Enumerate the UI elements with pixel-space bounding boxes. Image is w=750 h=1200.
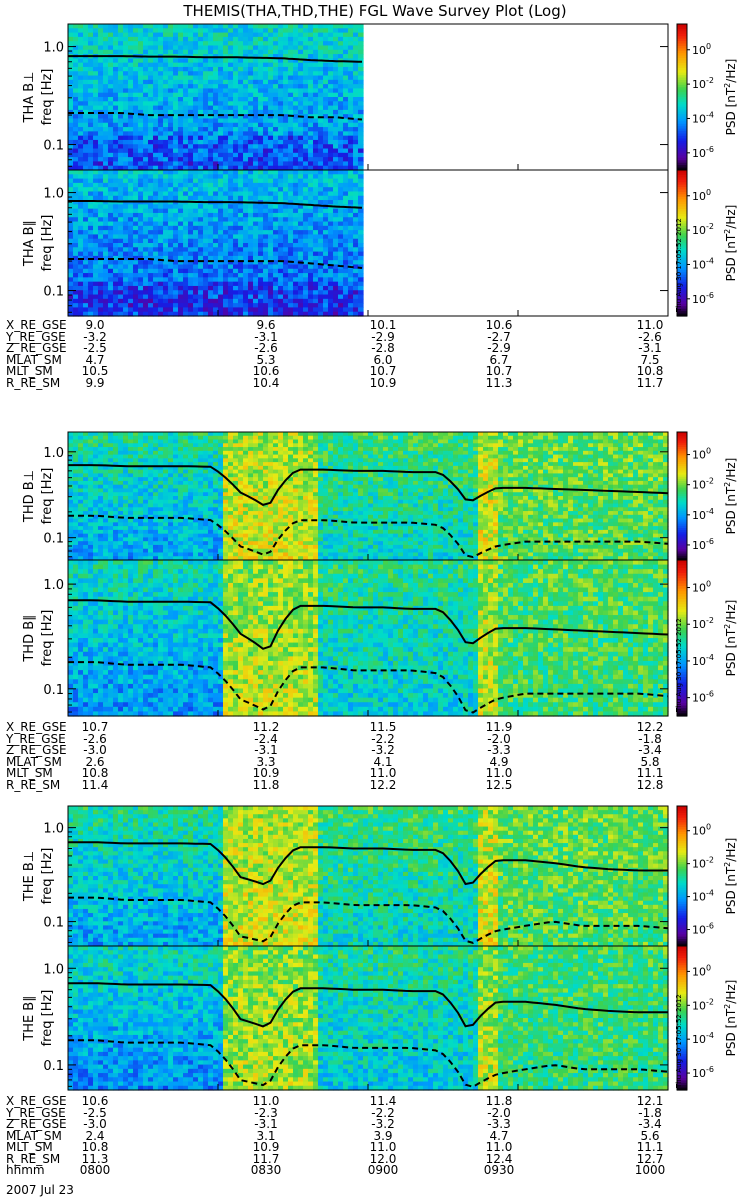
colorbar: 100 10-2 10-4 10-6 PSD [nT2/Hz]: [677, 560, 738, 717]
freq-tick-label: 0.1: [43, 683, 64, 698]
freq-axis-label: freq [Hz]: [40, 610, 55, 667]
colorbar-tick-label: 100: [692, 580, 711, 595]
colorbar: 100 10-2 10-4 10-6 PSD [nT2/Hz]: [677, 24, 738, 171]
colorbar-tick-label: 10-2: [692, 76, 714, 91]
orbit-row-label: R_RE_SM: [6, 378, 60, 389]
freq-tick-label: 1.0: [43, 187, 64, 202]
freq-tick-label: 0.1: [43, 1059, 64, 1074]
colorbar-tick-label: 10-6: [692, 922, 714, 937]
orbit-value: 12.8: [637, 780, 664, 791]
timestamp-thd: Thu Aug 30 17:05:52 2012: [675, 618, 683, 712]
colorbar: 100 10-2 10-4 10-6 PSD [nT2/Hz]: [677, 170, 738, 317]
colorbar: 100 10-2 10-4 10-6 PSD [nT2/Hz]: [677, 946, 738, 1091]
colorbar: 100 10-2 10-4 10-6 PSD [nT2/Hz]: [677, 806, 738, 947]
freq-axis-label: freq [Hz]: [40, 215, 55, 272]
panel-label: THA B⊥: [22, 72, 37, 124]
colorbar-tick-label: 10-6: [692, 690, 714, 705]
orbit-row-label: hhmm: [6, 1165, 45, 1176]
colorbar-tick-label: 10-6: [692, 1065, 714, 1080]
freq-tick-label: 0.1: [43, 139, 64, 154]
orbit-value: 11.8: [253, 780, 280, 791]
timestamp-tha: Thu Aug 30 17:05:52 2012: [675, 218, 683, 312]
freq-tick-label: 0.1: [43, 916, 64, 931]
colorbar-tick-label: 10-2: [692, 477, 714, 492]
orbit-value: 12.2: [370, 780, 397, 791]
freq-tick-label: 0.1: [43, 532, 64, 547]
colorbar-label: PSD [nT2/Hz]: [723, 59, 738, 136]
timestamp-the: Thu Aug 30 17:05:52 2012: [675, 994, 683, 1088]
freq-tick-label: 1.0: [43, 822, 64, 837]
colorbar-tick-label: 10-6: [692, 145, 714, 160]
spectrogram-panel-tha-bperp: 1.0 0.1 THA B⊥ freq [Hz] 100 10-2 10-4 10-6 PSD …: [22, 24, 738, 171]
colorbar-label: PSD [nT2/Hz]: [723, 600, 738, 677]
colorbar-tick-label: 100: [692, 447, 711, 462]
colorbar-label: PSD [nT2/Hz]: [723, 980, 738, 1057]
orbit-value: 0930: [484, 1165, 515, 1176]
orbit-value: 1000: [635, 1165, 666, 1176]
colorbar: 100 10-2 10-4 10-6 PSD [nT2/Hz]: [677, 432, 738, 561]
colorbar-tick-label: 10-2: [692, 616, 714, 631]
freq-axis-label: freq [Hz]: [40, 848, 55, 905]
orbit-value: 0900: [368, 1165, 399, 1176]
freq-axis-label: freq [Hz]: [40, 990, 55, 1047]
panel-label: THD B⊥: [22, 470, 37, 523]
colorbar-tick-label: 100: [692, 188, 711, 203]
freq-tick-label: 1.0: [43, 446, 64, 461]
orbit-value: 9.9: [85, 378, 104, 389]
panel-label: THE B∥: [22, 995, 37, 1041]
freq-tick-label: 1.0: [43, 962, 64, 977]
colorbar-tick-label: 10-4: [692, 653, 714, 668]
spectrogram-panel-thd-bperp: 1.0 0.1 THD B⊥ freq [Hz] 100 10-2 10-4 10-6 PSD …: [22, 432, 738, 561]
colorbar-tick-label: 10-2: [692, 856, 714, 871]
colorbar-tick-label: 10-4: [692, 507, 714, 522]
orbit-value: 10.9: [370, 378, 397, 389]
orbit-row-label: R_RE_SM: [6, 780, 60, 791]
colorbar-label: PSD [nT2/Hz]: [723, 458, 738, 535]
spectrogram-panel-tha-bpar: 1.0 0.1 THA B∥ freq [Hz] 100 10-2 10-4 10-6 PSD …: [22, 170, 738, 317]
panel-label: THA B∥: [22, 220, 37, 267]
colorbar-tick-label: 10-4: [692, 889, 714, 904]
orbit-value: 0830: [251, 1165, 282, 1176]
colorbar-tick-label: 100: [692, 823, 711, 838]
orbit-value: 11.4: [82, 780, 109, 791]
freq-tick-label: 1.0: [43, 41, 64, 56]
freq-axis-label: freq [Hz]: [40, 468, 55, 525]
freq-tick-label: 1.0: [43, 578, 64, 593]
orbit-value: 11.3: [486, 378, 513, 389]
colorbar-tick-label: 10-4: [692, 256, 714, 271]
colorbar-tick-label: 10-6: [692, 537, 714, 552]
spectrogram-panel-the-bperp: 1.0 0.1 THE B⊥ freq [Hz] 100 10-2 10-4 10-6 PSD …: [22, 806, 738, 947]
orbit-value: 11.7: [637, 378, 664, 389]
colorbar-label: PSD [nT2/Hz]: [723, 838, 738, 915]
panel-label: THD B∥: [22, 614, 37, 662]
colorbar-tick-label: 10-4: [692, 110, 714, 125]
colorbar-label: PSD [nT2/Hz]: [723, 205, 738, 282]
colorbar-tick-label: 100: [692, 42, 711, 57]
freq-axis-label: freq [Hz]: [40, 69, 55, 126]
colorbar-tick-label: 10-4: [692, 1031, 714, 1046]
date-label: 2007 Jul 23: [6, 1185, 74, 1196]
orbit-value: 0800: [80, 1165, 111, 1176]
spectrogram-panel-the-bpar: 1.0 0.1 THE B∥ freq [Hz] 100 10-2 10-4 10-6 PSD …: [22, 946, 738, 1091]
panel-label: THE B⊥: [22, 851, 37, 902]
orbit-value: 12.5: [486, 780, 513, 791]
colorbar-tick-label: 10-2: [692, 997, 714, 1012]
orbit-value: 10.4: [253, 378, 280, 389]
colorbar-tick-label: 10-2: [692, 222, 714, 237]
colorbar-tick-label: 100: [692, 963, 711, 978]
colorbar-tick-label: 10-6: [692, 291, 714, 306]
spectrogram-panel-thd-bpar: 1.0 0.1 THD B∥ freq [Hz] 100 10-2 10-4 10-6 PSD …: [22, 560, 738, 717]
freq-tick-label: 0.1: [43, 285, 64, 300]
